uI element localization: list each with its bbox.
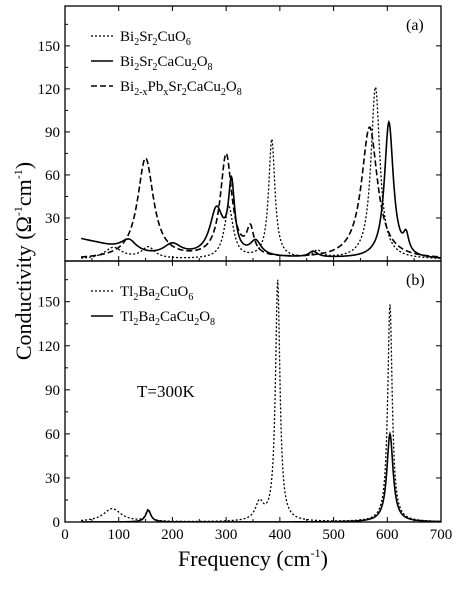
legend-label: Bi2Sr2CaCu2O8 [120,54,213,73]
y-tick-label: 90 [45,125,60,141]
y-axis-label: Conductivity (Ω-1cm-1) [11,162,36,360]
legend-label: Bi2Sr2CuO6 [120,29,191,48]
temperature-annotation: T=300K [137,382,195,401]
series-line-dotted [81,84,441,259]
panel-b: 0 100 200 300 400 500 600 700 0 30 60 90 120 150 Tl2Ba… [38,260,453,543]
x-tick-label: 700 [430,527,453,543]
series-line-solid [81,431,441,522]
y-tick-label: 60 [45,168,60,184]
panel-a: 30 60 90 120 150 Bi2Sr2CuO6 Bi2Sr2CaCu2O8 Bi2-x… [38,5,442,262]
y-tick-label: 30 [45,211,60,227]
panel-label: (b) [406,272,425,289]
y-tick-label: 30 [45,471,60,487]
y-tick-label: 0 [53,515,61,531]
x-tick-label: 600 [376,527,399,543]
plot-frame [64,260,442,523]
x-tick-label: 100 [107,527,130,543]
y-tick-label: 90 [45,383,60,399]
x-axis-label: Frequency (cm-1) [178,546,328,571]
series-line-dashed [81,126,441,258]
y-tick-label: 150 [38,295,61,311]
panel-label: (a) [406,17,424,34]
series-line-solid [80,119,441,259]
y-tick-label: 120 [38,339,61,355]
y-tick-label: 120 [38,82,61,98]
y-tick-label: 150 [38,39,61,55]
legend-label: Bi2-xPbxSr2CaCu2O8 [120,79,242,98]
x-tick-label: 300 [215,527,238,543]
x-tick-label: 0 [61,527,69,543]
x-tick-label: 500 [322,527,345,543]
series-line-dotted [81,279,441,522]
x-tick-label: 400 [269,527,292,543]
x-tick-label: 200 [161,527,184,543]
legend-label: Tl2Ba2CaCu2O8 [120,309,215,328]
legend-label: Tl2Ba2CuO6 [120,284,193,303]
y-tick-label: 60 [45,427,60,443]
